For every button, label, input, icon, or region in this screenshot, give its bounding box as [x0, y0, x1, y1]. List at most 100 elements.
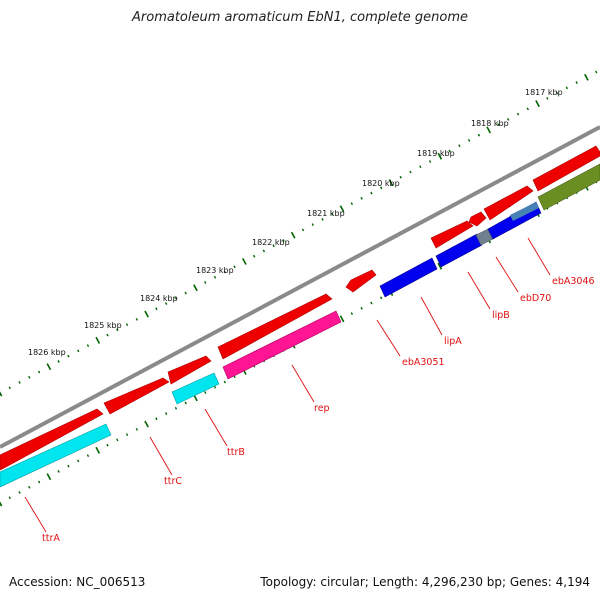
- scale-label-1826: 1826 kbp: [28, 348, 66, 357]
- cds-feature[interactable]: [0, 408, 104, 471]
- kbp-tick: [125, 323, 129, 326]
- gene-label-ttrc[interactable]: ttrC: [164, 476, 182, 487]
- inner-tick: [8, 496, 11, 500]
- gene-label-lipa[interactable]: lipA: [444, 336, 462, 347]
- inner-tick: [125, 433, 129, 436]
- inner-tick: [174, 406, 178, 410]
- ttra-feature[interactable]: [0, 423, 112, 488]
- inner-tick: [37, 480, 41, 484]
- inner-tick: [370, 301, 373, 305]
- leader-eba3051: [376, 319, 401, 357]
- kbp-tick: [428, 160, 432, 163]
- scale-label-1821: 1821 kbp: [307, 209, 345, 218]
- steel-feature[interactable]: [510, 202, 539, 221]
- leader-lipa: [420, 296, 443, 336]
- kbp-tick: [241, 258, 247, 265]
- inner-tick: [28, 485, 31, 489]
- inner-tick: [116, 438, 119, 442]
- kbp-tick: [507, 118, 510, 121]
- scale-label-1825: 1825 kbp: [84, 321, 122, 330]
- kbp-tick: [339, 205, 345, 213]
- gene-label-eba3051[interactable]: ebA3051: [402, 357, 445, 368]
- inner-tick: [204, 391, 207, 394]
- inner-tick: [213, 385, 217, 389]
- outer-kbp-ticks: [0, 70, 598, 397]
- kbp-tick: [135, 317, 139, 321]
- inner-tick: [339, 315, 345, 323]
- kbp-tick: [448, 149, 451, 153]
- kbp-tick: [86, 344, 90, 348]
- kbp-tick: [526, 107, 529, 111]
- lipa-feature[interactable]: [379, 257, 438, 298]
- inner-tick: [46, 473, 52, 481]
- cds-feature[interactable]: [532, 145, 600, 192]
- forward-cds-track: [0, 145, 600, 471]
- cds-feature[interactable]: [430, 220, 474, 249]
- kbp-tick: [409, 170, 412, 174]
- kbp-tick: [272, 244, 275, 248]
- kbp-tick: [67, 354, 70, 358]
- inner-tick: [350, 312, 354, 315]
- accession-text: Accession: NC_006513: [9, 575, 146, 589]
- rep-feature[interactable]: [222, 310, 342, 380]
- kbp-tick: [233, 265, 236, 269]
- kbp-tick: [46, 363, 52, 371]
- kbp-tick: [262, 249, 266, 253]
- gene-label-ttra[interactable]: ttrA: [42, 533, 60, 544]
- label-leaders: [24, 237, 551, 533]
- olive-feature[interactable]: [537, 163, 600, 211]
- gene-label-lipb[interactable]: lipB: [492, 310, 510, 321]
- cds-feature[interactable]: [483, 185, 534, 221]
- gene-label-eba3046[interactable]: ebA3046: [552, 276, 595, 287]
- kbp-tick: [350, 202, 354, 205]
- kbp-tick: [0, 391, 3, 397]
- scale-label-1824: 1824 kbp: [140, 294, 178, 303]
- genome-backbone: [0, 125, 600, 449]
- kbp-tick: [37, 370, 41, 374]
- kbp-tick: [223, 270, 226, 274]
- gene-label-ebd70[interactable]: ebD70: [520, 293, 551, 304]
- cds-feature[interactable]: [345, 269, 377, 293]
- scale-label-1818: 1818 kbp: [471, 119, 509, 128]
- inner-tick: [437, 262, 443, 270]
- kbp-tick: [184, 291, 187, 295]
- kbp-tick: [28, 375, 31, 379]
- kbp-tick: [535, 100, 540, 108]
- kbp-tick: [477, 133, 481, 137]
- leader-ttrb: [204, 408, 228, 447]
- kbp-tick: [290, 231, 296, 239]
- kbp-tick: [95, 336, 101, 344]
- kbp-tick: [458, 144, 461, 148]
- kbp-tick: [565, 86, 569, 90]
- inner-tick: [360, 306, 363, 310]
- kbp-tick: [311, 223, 314, 227]
- cds-feature[interactable]: [468, 211, 487, 227]
- cds-feature[interactable]: [217, 293, 333, 360]
- kbp-tick: [497, 123, 500, 127]
- cds-feature[interactable]: [103, 377, 170, 415]
- cds-feature[interactable]: [167, 355, 212, 385]
- kbp-tick: [174, 296, 178, 300]
- kbp-tick: [331, 212, 334, 216]
- inner-tick: [155, 417, 158, 421]
- kbp-tick: [360, 196, 363, 200]
- inner-tick: [106, 443, 109, 447]
- kbp-tick: [321, 217, 324, 221]
- gene-label-rep[interactable]: rep: [314, 403, 330, 414]
- scale-label-1819: 1819 kbp: [417, 149, 455, 158]
- inner-tick: [57, 470, 60, 473]
- kbp-tick: [57, 360, 60, 363]
- kbp-tick: [379, 186, 383, 190]
- ttrb-feature[interactable]: [171, 372, 220, 405]
- kbp-tick: [155, 307, 158, 311]
- kbp-tick: [595, 70, 598, 74]
- kbp-tick: [144, 310, 149, 318]
- kbp-tick: [164, 302, 168, 305]
- scale-label-1823: 1823 kbp: [196, 266, 234, 275]
- lipb-feature[interactable]: [435, 233, 483, 268]
- inner-tick: [164, 412, 168, 415]
- kbp-tick: [370, 191, 373, 195]
- gene-label-ttrb[interactable]: ttrB: [227, 447, 245, 458]
- inner-tick: [0, 501, 3, 507]
